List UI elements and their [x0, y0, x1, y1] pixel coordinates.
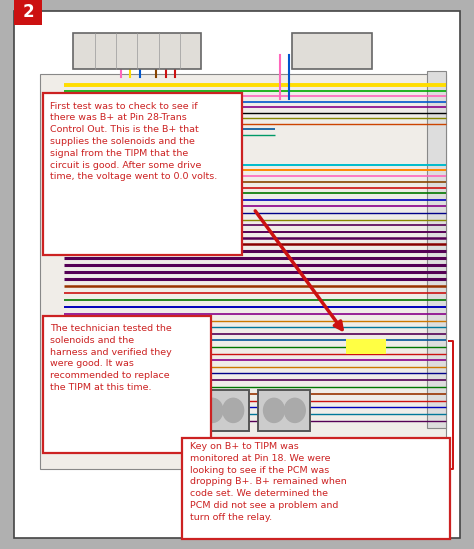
Circle shape	[202, 399, 223, 423]
Bar	[40, 74, 446, 469]
Text: Key on B+ to TIPM was
monitored at Pin 18. We were
looking to see if the PCM was: Key on B+ to TIPM was monitored at Pin 1…	[190, 442, 346, 522]
Text: PCM: PCM	[372, 474, 401, 487]
Bar	[43, 316, 211, 453]
Bar	[292, 33, 372, 69]
Bar	[73, 33, 201, 69]
Circle shape	[223, 399, 244, 423]
Text: 2: 2	[22, 3, 34, 20]
Bar	[258, 390, 310, 431]
Text: The technician tested the
solenoids and the
harness and verified they
were good.: The technician tested the solenoids and …	[50, 324, 172, 392]
Bar	[14, 0, 42, 25]
Bar	[182, 438, 450, 539]
Circle shape	[264, 399, 284, 423]
Circle shape	[284, 399, 305, 423]
Bar	[197, 390, 249, 431]
Bar	[427, 71, 446, 428]
Bar	[43, 93, 242, 255]
Text: First test was to check to see if
there was B+ at Pin 28-Trans
Control Out. This: First test was to check to see if there …	[50, 102, 217, 181]
Bar	[346, 339, 386, 354]
